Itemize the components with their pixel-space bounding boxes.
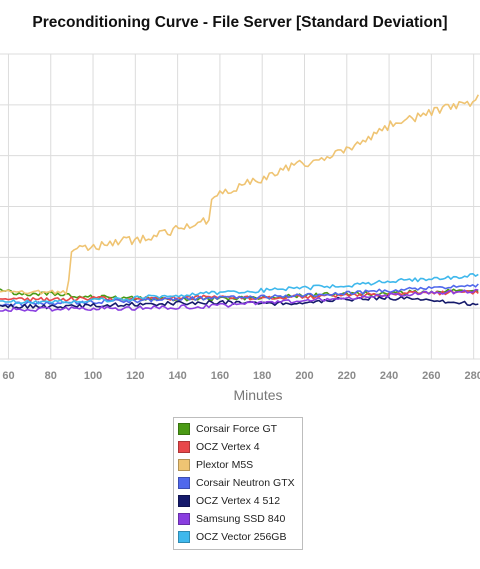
x-tick-label: 120 [126, 370, 144, 382]
legend-label: OCZ Vertex 4 512 [196, 495, 281, 507]
legend-item[interactable]: Samsung SSD 840 [174, 510, 302, 528]
legend-label: OCZ Vertex 4 [196, 441, 260, 453]
legend-item[interactable]: OCZ Vector 256GB [174, 528, 302, 546]
x-axis-title: Minutes [233, 387, 282, 403]
legend-item[interactable]: Plextor M5S [174, 456, 302, 474]
x-tick-label: 180 [253, 370, 271, 382]
legend-label: Plextor M5S [196, 459, 254, 471]
legend-label: Samsung SSD 840 [196, 513, 286, 525]
legend-item[interactable]: OCZ Vertex 4 [174, 438, 302, 456]
legend-swatch [178, 441, 190, 453]
x-tick-label: 260 [422, 370, 440, 382]
legend-swatch [178, 495, 190, 507]
legend-item[interactable]: Corsair Force GT [174, 420, 302, 438]
x-tick-label: 140 [168, 370, 186, 382]
legend-swatch [178, 477, 190, 489]
series-line-plextor-m5s [0, 94, 480, 296]
legend-swatch [178, 459, 190, 471]
series-line-ocz-vertex-4-512 [0, 295, 479, 310]
legend-label: OCZ Vector 256GB [196, 531, 287, 543]
legend-swatch [178, 513, 190, 525]
chart-plot: 60 80 100 120 140 160 180 200 220 240 260 280 Minute… [0, 53, 480, 403]
series-line-corsair-neutron-gtx [0, 283, 479, 307]
chart-legend: Corsair Force GT OCZ Vertex 4 Plextor M5S C… [173, 417, 303, 550]
legend-item[interactable]: OCZ Vertex 4 512 [174, 492, 302, 510]
x-tick-label: 160 [211, 370, 229, 382]
series-line-ocz-vector-256gb [0, 272, 479, 305]
x-tick-label: 220 [338, 370, 356, 382]
x-tick-label: 200 [295, 370, 313, 382]
x-tick-label: 280 [464, 370, 480, 382]
legend-swatch [178, 423, 190, 435]
chart-title: Preconditioning Curve - File Server [Sta… [32, 14, 448, 31]
legend-swatch [178, 531, 190, 543]
x-tick-label: 100 [84, 370, 102, 382]
legend-label: Corsair Force GT [196, 423, 278, 435]
x-tick-label: 240 [380, 370, 398, 382]
legend-label: Corsair Neutron GTX [196, 477, 295, 489]
x-tick-label: 80 [45, 370, 57, 382]
x-tick-label: 60 [2, 370, 14, 382]
series-line-samsung-ssd-840 [0, 288, 479, 313]
legend-item[interactable]: Corsair Neutron GTX [174, 474, 302, 492]
